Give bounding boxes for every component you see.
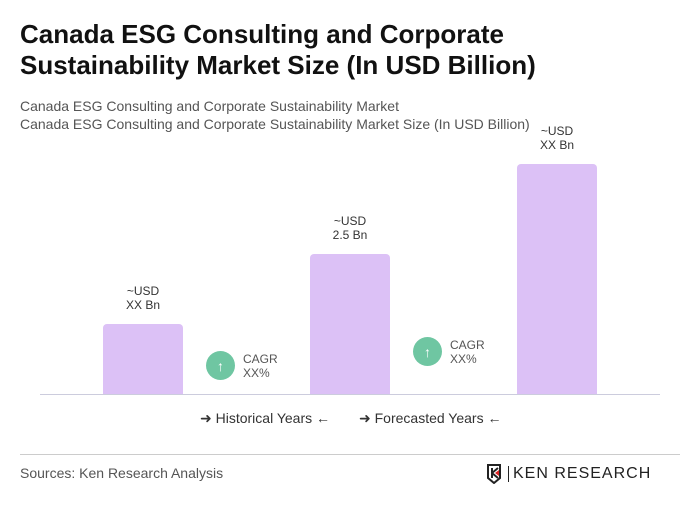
subtitle-1: Canada ESG Consulting and Corporate Sust… <box>20 98 399 114</box>
cagr-label: CAGR <box>243 351 278 366</box>
cagr-value: XX% <box>450 351 477 366</box>
arrow-up-icon: ↑ <box>206 351 235 380</box>
cagr-value: XX% <box>243 365 270 380</box>
subtitle-2: Canada ESG Consulting and Corporate Sust… <box>20 116 530 132</box>
ken-logo-icon <box>487 464 501 484</box>
arrow-right-icon: ➜ <box>359 410 371 426</box>
arrow-left-icon: ← <box>316 410 331 426</box>
footer-divider <box>20 454 680 455</box>
legend-historical: ➜ Historical Years ← <box>200 410 330 427</box>
arrow-right-icon: ➜ <box>200 410 212 426</box>
bar-2 <box>310 254 390 394</box>
arrow-up-icon: ↑ <box>413 337 442 366</box>
bar-1 <box>103 324 183 394</box>
bar-data-label: ~USD XX Bn <box>539 124 575 152</box>
cagr-badge-1: ↑ CAGR XX% <box>206 351 278 380</box>
legend-forecasted: ➜ Forecasted Years ← <box>359 410 501 427</box>
x-axis-line <box>40 394 660 395</box>
ken-research-logo: KEN RESEARCH <box>486 464 651 484</box>
legend-label: Forecasted Years <box>374 410 484 426</box>
legend-label: Historical Years <box>215 410 313 426</box>
bar-data-label: ~USD XX Bn <box>125 284 161 312</box>
logo-text: KEN RESEARCH <box>513 465 652 482</box>
cagr-badge-2: ↑ CAGR XX% <box>413 337 485 366</box>
arrow-left-icon: ← <box>487 410 502 426</box>
bar-data-label: ~USD 2.5 Bn <box>332 214 368 242</box>
chart-title: Canada ESG Consulting and Corporate Sust… <box>20 19 536 80</box>
cagr-label: CAGR <box>450 337 485 352</box>
source-text: Sources: Ken Research Analysis <box>20 465 224 481</box>
bar-3 <box>517 164 597 394</box>
